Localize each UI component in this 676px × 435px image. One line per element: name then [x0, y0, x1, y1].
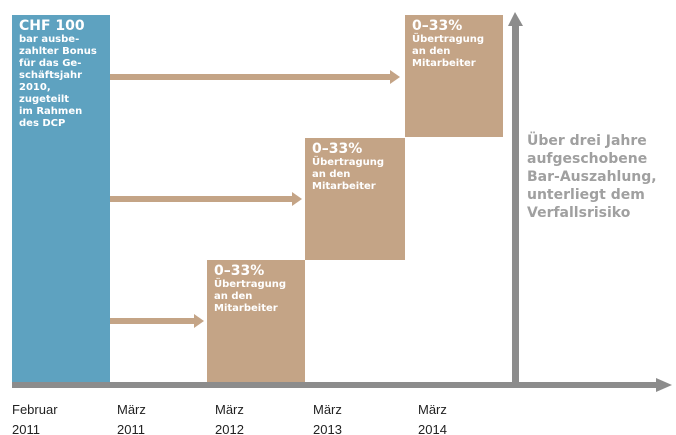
box-line: Mitarbeiter: [412, 58, 476, 69]
box-title: 0–33%: [412, 18, 463, 34]
date-line: März: [215, 402, 244, 417]
tranche-box: 0–33% Übertragung an den Mitarbeiter: [305, 138, 405, 260]
note-line: unterliegt dem: [527, 187, 645, 203]
arrow-shaft: [110, 74, 392, 80]
period-bar: [512, 24, 519, 384]
box-line: Mitarbeiter: [214, 303, 278, 314]
date-line: 2012: [215, 422, 244, 435]
box-line: Übertragung: [214, 279, 287, 290]
timeline-label: März 2014: [418, 400, 447, 435]
note-line: Bar-Auszahlung,: [527, 169, 657, 185]
timeline-label: Februar 2011: [12, 400, 58, 435]
date-line: 2013: [313, 422, 342, 435]
date-line: März: [418, 402, 447, 417]
timeline-arrowhead: [656, 378, 672, 392]
box-line: Mitarbeiter: [312, 181, 376, 192]
box-title: 0–33%: [312, 141, 363, 157]
date-line: März: [117, 402, 146, 417]
date-line: Februar: [12, 402, 58, 417]
note-line: Verfallsrisiko: [527, 205, 631, 221]
arrow-head: [292, 192, 302, 206]
box-line: zahlter Bonus: [19, 46, 97, 57]
box-line: Übertragung: [412, 34, 485, 45]
box-line: Übertragung: [312, 157, 385, 168]
box-line: an den: [412, 46, 451, 57]
date-line: 2014: [418, 422, 447, 435]
side-note: Über drei Jahre aufgeschobene Bar-Auszahlu…: [527, 132, 657, 222]
box-line: 2010, zugeteilt: [19, 82, 70, 105]
bonus-box: CHF 100 bar ausbe-zahlter Bonus für das Ge…: [12, 15, 110, 382]
box-line: schäftsjahr: [19, 70, 83, 81]
box-line: für das Ge-: [19, 58, 82, 69]
box-line: an den: [214, 291, 253, 302]
box-line: bar ausbe-: [19, 34, 80, 45]
note-line: Über drei Jahre: [527, 133, 647, 149]
arrow-shaft: [110, 196, 294, 202]
date-line: 2011: [12, 422, 40, 435]
timeline-label: März 2011: [117, 400, 146, 435]
box-line: an den: [312, 169, 351, 180]
note-line: aufgeschobene: [527, 151, 648, 167]
tranche-box: 0–33% Übertragung an den Mitarbeiter: [207, 260, 305, 382]
box-title: 0–33%: [214, 263, 265, 279]
box-line: im Rahmen: [19, 106, 83, 117]
timeline-label: März 2013: [313, 400, 342, 435]
arrow-head: [390, 70, 400, 84]
date-line: 2011: [117, 422, 145, 435]
arrow-shaft: [110, 318, 196, 324]
arrow-head: [194, 314, 204, 328]
tranche-box: 0–33% Übertragung an den Mitarbeiter: [405, 15, 503, 137]
box-title: CHF 100: [19, 18, 85, 34]
box-line: des DCP: [19, 118, 66, 129]
period-arrowhead: [508, 12, 523, 26]
date-line: März: [313, 402, 342, 417]
timeline-label: März 2012: [215, 400, 244, 435]
timeline-bar: [12, 382, 658, 388]
